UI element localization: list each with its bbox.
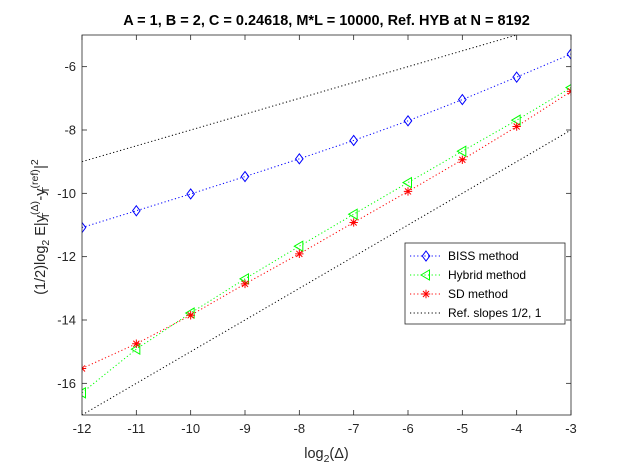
y-tick-label: -12 [57,249,76,264]
data-point [131,204,141,217]
legend-entry: SD method [410,287,508,301]
data-point [349,218,358,227]
x-tick-label: -9 [239,421,251,436]
data-point [403,114,413,127]
data-point [240,170,250,183]
x-tick-label: -8 [294,421,306,436]
data-point [510,114,521,127]
data-point [130,343,141,356]
data-point [458,155,467,164]
legend-label: SD method [448,287,508,301]
data-point [512,71,522,83]
legend-marker [421,250,431,262]
legend-entry: Ref. slopes 1/2, 1 [410,306,542,320]
legend-marker [420,269,430,281]
x-tick-label: -5 [457,421,469,436]
data-point [240,279,250,289]
data-point [82,221,87,234]
legend-entry: Hybrid method [410,268,526,282]
x-tick-label: -10 [181,421,200,436]
legend-marker [421,289,431,299]
x-tick-label: -7 [348,421,360,436]
series-line [82,53,571,229]
y-axis-label: (1/2)log2 E|y(Δ)T-y(ref)T|2 [29,159,52,295]
legend-label: Ref. slopes 1/2, 1 [448,306,542,320]
x-axis-label: log2(Δ) [304,446,349,465]
legend-label: Hybrid method [448,268,526,282]
series-group [82,35,571,415]
data-point [403,187,413,196]
legend-label: BISS method [448,249,519,263]
x-tick-label: -6 [402,421,414,436]
data-point [239,272,249,285]
plot-area [82,35,571,415]
data-point [347,208,358,221]
series-hybrid-method [82,84,571,399]
data-point [82,386,86,399]
data-point [456,145,467,158]
data-point [295,249,304,259]
x-tick-label: -4 [511,421,523,436]
series-sd-method [82,87,571,373]
x-tick-label: -11 [127,421,145,436]
series-biss-method [82,48,571,234]
y-tick-label: -6 [64,59,76,74]
data-point [566,48,571,60]
data-point [186,188,196,200]
data-point [293,240,304,253]
y-tick-label: -16 [57,376,76,391]
y-tick-label: -14 [57,313,76,328]
y-axis: -16 -14 -12 -10 -8 -6 [57,59,571,391]
data-point [294,152,304,165]
data-point [186,311,195,320]
data-point [512,122,521,131]
x-tick-label: -12 [73,421,92,436]
y-tick-label: -8 [64,123,76,138]
y-tick-label: -10 [57,186,76,201]
ref-slope-line-2 [82,129,571,415]
x-axis: -12 -11 -10 -9 -8 -7 -6 -5 -4 -3 [73,35,577,436]
data-point [349,134,359,147]
data-point [402,176,412,189]
chart-title: A = 1, B = 2, C = 0.24618, M*L = 10000, … [123,13,530,29]
series-ref-slopes-1-2-1 [82,35,571,415]
legend: BISS method Hybrid method SD method Ref. sl… [404,242,566,325]
series-line [82,87,571,394]
series-line [82,90,571,369]
legend-entry: BISS method [410,249,519,263]
data-point [457,93,467,106]
axes-box [81,34,572,416]
data-point [132,339,141,348]
x-tick-label: -3 [565,421,577,436]
